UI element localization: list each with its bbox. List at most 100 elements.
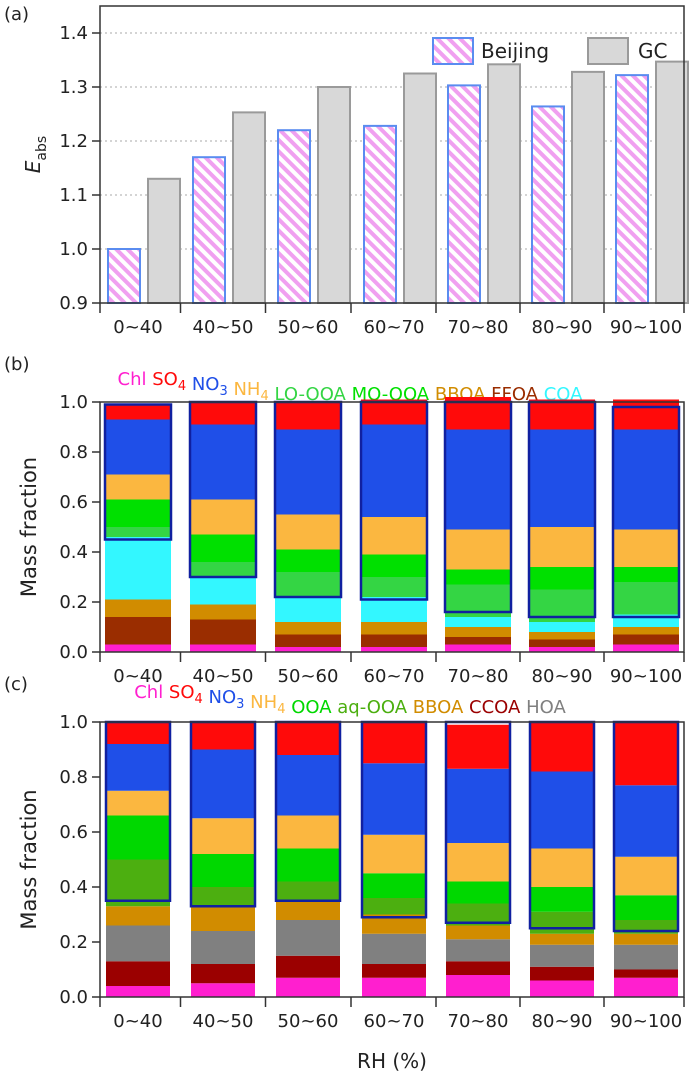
- panel-c-segment-so4: [191, 722, 255, 750]
- panel-c-segment-no3: [106, 744, 170, 791]
- panel-b-segment-no3: [613, 430, 679, 530]
- panel-c-ytick-label: 1.0: [59, 712, 88, 733]
- panel-b-segment-so4: [529, 400, 595, 430]
- panel-c-segment-hoa: [614, 945, 678, 970]
- panel-b-segment-bboa: [445, 627, 511, 637]
- panel-b-segment-nh4: [445, 530, 511, 570]
- panel-c-legend-so4-sub: 4: [195, 692, 203, 707]
- panel-b-segment-mo-ooa: [613, 567, 679, 582]
- panel-b-segment-coa: [190, 577, 256, 605]
- panel-c-segment-ooa: [530, 887, 594, 912]
- panel-b-segment-bboa: [275, 622, 341, 635]
- panel-a-ytick-label: 1.1: [59, 185, 88, 206]
- panel-a-bar-gc: [148, 179, 180, 303]
- panel-c-ylabel: Mass fraction: [17, 789, 41, 929]
- panel-c-segment-aq-ooa: [276, 882, 340, 901]
- panel-a-bar-beijing: [193, 157, 225, 303]
- panel-b-segment-chl: [105, 645, 171, 653]
- panel-b-segment-ffoa: [529, 640, 595, 648]
- panel-a-ytick-label: 1.3: [59, 77, 88, 98]
- panel-b-segment-bboa: [105, 600, 171, 618]
- panel-c-segment-aq-ooa: [191, 887, 255, 906]
- panel-c-segment-chl: [614, 978, 678, 997]
- panel-c-segment-so4: [614, 722, 678, 785]
- panel-b-segment-nh4: [361, 517, 427, 555]
- panel-c-legend-so4: SO: [163, 682, 194, 703]
- panel-c-segment-nh4: [106, 791, 170, 816]
- panel-c-segment-hoa: [106, 926, 170, 962]
- panel-b-segment-lo-ooa: [361, 577, 427, 597]
- panel-c-segment-ccoa: [276, 956, 340, 978]
- panel-b-segment-ffoa: [613, 635, 679, 645]
- panel-a-xtick-label: 90~100: [610, 317, 682, 338]
- panel-a-label: (a): [4, 4, 29, 25]
- panel-c-legend-ooa: OOA: [285, 697, 332, 718]
- panel-a-ylabel-text: Eabs: [21, 136, 50, 173]
- panel-c-segment-hoa: [362, 934, 426, 964]
- panel-a-xtick-label: 0~40: [113, 317, 162, 338]
- panel-b-segment-mo-ooa: [445, 570, 511, 585]
- panel-a-bar-gc: [404, 74, 436, 304]
- panel-c-segment-no3: [446, 769, 510, 843]
- panel-b-legend-chl: Chl: [118, 369, 147, 390]
- panel-b-segment-lo-ooa: [275, 572, 341, 597]
- panel-b-segment-bboa: [190, 605, 256, 620]
- panel-b-segment-no3: [190, 425, 256, 500]
- panel-b-segment-no3: [361, 425, 427, 518]
- panel-b-segment-coa: [275, 597, 341, 622]
- panel-c-ytick-label: 0.4: [59, 877, 88, 898]
- panel-c-legend-chl: Chl: [134, 682, 163, 703]
- panel-b-ytick-label: 0.2: [59, 592, 88, 613]
- panel-b-segment-bboa: [361, 622, 427, 635]
- panel-b-segment-coa: [105, 537, 171, 600]
- panel-a-bar-gc: [656, 62, 688, 303]
- panel-a-bar-gc: [318, 87, 350, 303]
- panel-b-xtick-label: 80~90: [532, 666, 593, 687]
- panel-c-segment-ooa: [446, 882, 510, 904]
- panel-c-segment-no3: [191, 750, 255, 819]
- panel-c-segment-nh4: [614, 857, 678, 896]
- panel-a-xtick-label: 70~80: [448, 317, 509, 338]
- panel-c-xtick-label: 80~90: [532, 1011, 593, 1032]
- panel-c-segment-bboa: [276, 901, 340, 920]
- panel-c-legend: Chl SO4 NO3 NH4 OOA aq-OOA BBOA CCOA HOA: [134, 682, 566, 718]
- panel-c-ytick-label: 0.0: [59, 987, 88, 1008]
- panel-a-ylabel: Eabs: [21, 136, 50, 173]
- panel-b-legend-no3-sub: 3: [219, 384, 227, 399]
- panel-b-segment-ffoa: [361, 635, 427, 648]
- panel-b-segment-ffoa: [105, 617, 171, 645]
- panel-b-segment-mo-ooa: [190, 535, 256, 563]
- panel-b-ylabel-text: Mass fraction: [17, 457, 41, 597]
- panel-b-legend: Chl SO4 NO3 NH4 LO-OOA MO-OOA BBOA FFOA …: [118, 369, 584, 405]
- panel-b-segment-chl: [190, 645, 256, 653]
- panel-b-xtick-label: 50~60: [278, 666, 339, 687]
- panel-b-label: (b): [4, 354, 29, 375]
- panel-c-segment-ccoa: [446, 961, 510, 975]
- panel-c-segment-ccoa: [614, 970, 678, 978]
- panel-c-segment-so4: [362, 722, 426, 763]
- panel-c-segment-ooa: [362, 873, 426, 898]
- panel-c-segment-aq-ooa: [530, 912, 594, 934]
- legend-gc-label: GC: [638, 39, 667, 63]
- panel-c-segment-so4: [106, 722, 170, 744]
- panel-c-ytick-label: 0.8: [59, 767, 88, 788]
- panel-b-segment-nh4: [105, 475, 171, 500]
- panel-c-segment-ooa: [614, 895, 678, 920]
- panel-c-legend-no3-sub: 3: [236, 697, 244, 712]
- panel-b-ytick-label: 0.0: [59, 642, 88, 663]
- panel-c-segment-bboa: [446, 926, 510, 940]
- panel-c-segment-chl: [106, 986, 170, 997]
- panel-c-xtick-label: 40~50: [193, 1011, 254, 1032]
- panel-c-segment-ccoa: [530, 967, 594, 981]
- legend-gc-swatch: [588, 38, 628, 64]
- panel-c-xtick-label: 70~80: [448, 1011, 509, 1032]
- panel-c-segment-chl: [446, 975, 510, 997]
- panel-b-segment-mo-ooa: [105, 500, 171, 528]
- legend-beijing-label: Beijing: [481, 39, 549, 63]
- panel-b-segment-ffoa: [445, 637, 511, 645]
- panel-c-segment-aq-ooa: [362, 898, 426, 915]
- panel-a-bar-beijing: [278, 130, 310, 303]
- panel-a-ytick-label: 1.2: [59, 131, 88, 152]
- panel-c-segment-hoa: [446, 939, 510, 961]
- panel-b-segment-so4: [105, 405, 171, 420]
